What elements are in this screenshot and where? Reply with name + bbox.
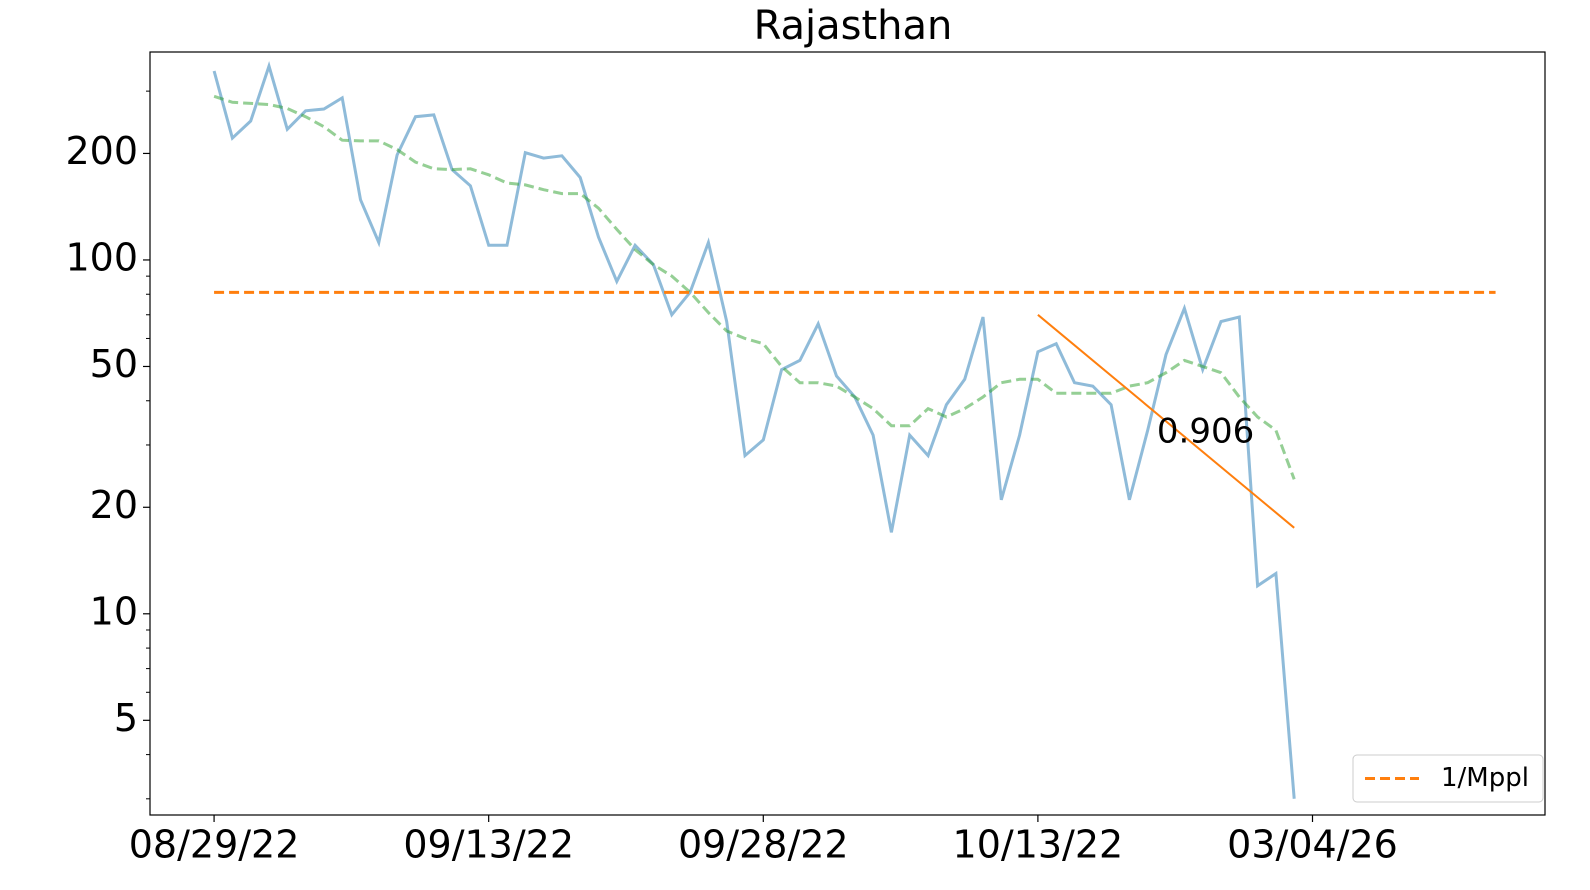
x-tick-label: 08/29/22	[129, 823, 300, 867]
x-tick-label: 09/13/22	[403, 823, 574, 867]
y-tick-label: 10	[90, 589, 138, 633]
legend-label: 1/Mppl	[1441, 763, 1529, 793]
y-tick-label: 200	[65, 129, 138, 173]
series-line	[213, 94, 1296, 480]
y-tick-label: 5	[114, 696, 138, 740]
x-tick-label: 10/13/22	[953, 823, 1124, 867]
y-tick-label: 50	[90, 342, 138, 386]
chart-title: Rajasthan	[754, 3, 953, 49]
plot-frame	[149, 51, 1546, 816]
x-tick-label: 09/28/22	[678, 823, 849, 867]
y-tick-label: 100	[65, 235, 138, 279]
y-tick-label: 20	[90, 483, 138, 527]
annotation: 0.906	[1157, 412, 1254, 452]
series-line	[212, 61, 1296, 799]
legend-box	[1352, 754, 1544, 803]
x-tick-label: 03/04/26	[1227, 823, 1398, 867]
fit-line	[1037, 314, 1295, 529]
